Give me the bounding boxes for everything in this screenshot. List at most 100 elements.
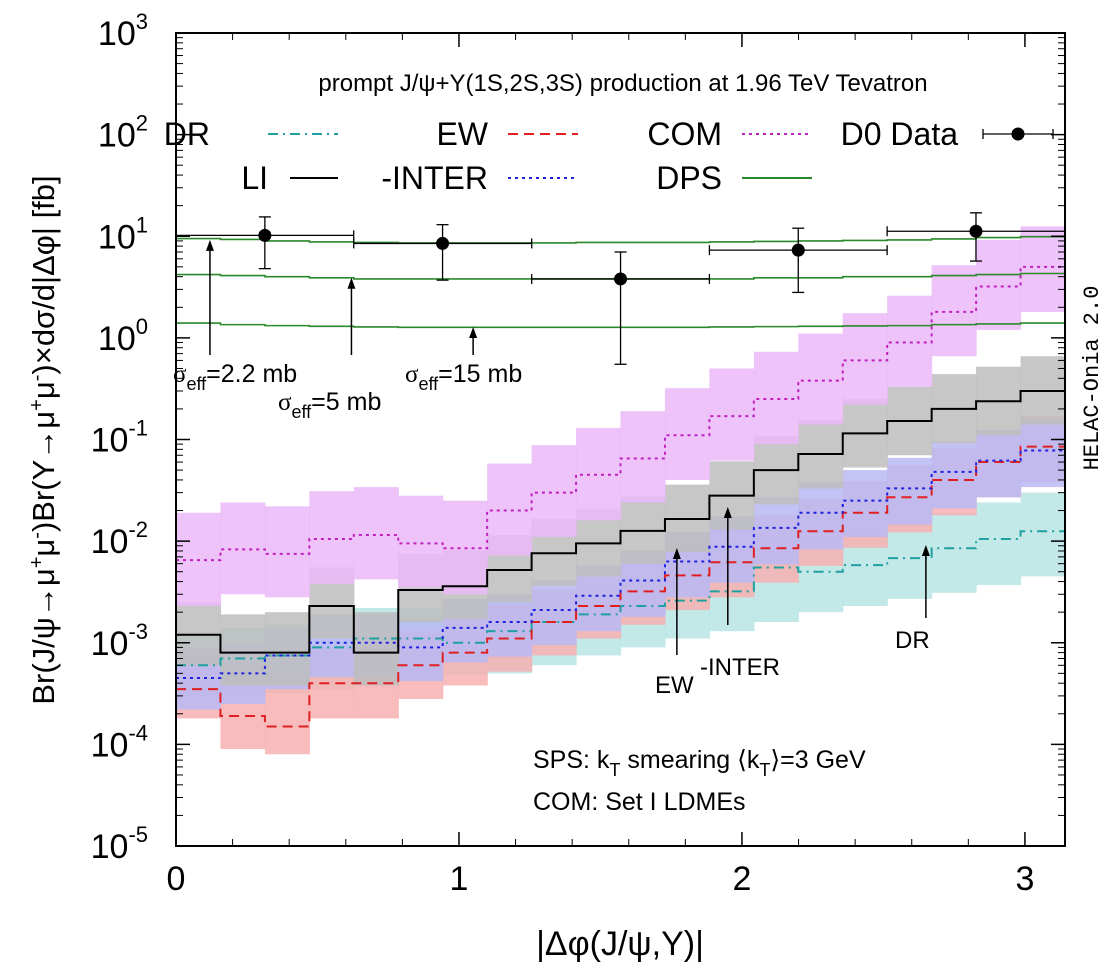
band-com-bin: [309, 491, 355, 584]
d0-data-point: [353, 224, 533, 281]
y-tick-label: 103: [98, 9, 148, 53]
annot-sigma-2.2: σeff=2.2 mb: [173, 360, 297, 394]
arrow-head: [469, 326, 478, 338]
legend-entry-dps: DPS: [656, 160, 812, 196]
band-inter-bin: [931, 441, 977, 509]
band-dr-bin: [1020, 492, 1066, 577]
d0-marker: [969, 224, 983, 238]
legend-entry-li: LI: [241, 160, 338, 196]
d0-data-point: [531, 251, 711, 365]
band-li-bin: [220, 614, 266, 686]
band-inter-bin: [487, 594, 533, 657]
band-com-bin: [709, 368, 755, 461]
x-axis-label: |Δφ(J/ψ,Υ)|: [536, 925, 704, 963]
arrow-head: [723, 507, 732, 518]
band-li-bin: [353, 612, 399, 686]
d0-marker: [436, 236, 450, 250]
band-inter-bin: [531, 580, 577, 646]
y-tick-label: 10-4: [91, 720, 148, 764]
annot-sigma-15: σeff=15 mb: [405, 360, 522, 394]
legend-marker: [1011, 127, 1025, 141]
band-com-bin: [620, 411, 666, 503]
annot-sigma-5: σeff=5 mb: [278, 388, 381, 422]
legend-label: LI: [241, 160, 268, 196]
annot-inter: -INTER: [700, 654, 780, 681]
band-com-bin: [664, 388, 710, 480]
band-inter-bin: [842, 470, 888, 537]
x-tick-label: 2: [732, 860, 751, 898]
band-com-bin: [353, 487, 399, 580]
band-com-bin: [887, 295, 933, 387]
legend-entry-ew: EW: [436, 116, 578, 152]
legend-label: DR: [164, 116, 210, 152]
legend-label: EW: [436, 116, 488, 152]
band-dr-bin: [887, 523, 933, 599]
band-inter-bin: [887, 457, 933, 525]
legend-label: COM: [647, 116, 722, 152]
band-com-bin: [531, 445, 577, 537]
d0-data-point: [708, 227, 888, 294]
band-com-bin: [931, 265, 977, 357]
band-com-bin: [753, 351, 799, 445]
axis-ticks: [175, 32, 1065, 847]
band-com-bin: [842, 313, 888, 405]
d0-data-point: [175, 216, 355, 270]
band-com-bin: [264, 506, 310, 598]
band-com-bin: [976, 239, 1022, 330]
d0-marker: [258, 228, 272, 242]
side-label: HELAC-Onia 2.0: [1080, 286, 1103, 471]
band-com-bin: [1020, 226, 1066, 312]
chart-texts: 0 1 2 3 10-5 10-4 10-3 10-2 10-1 100 101 102 103 |Δφ(…: [26, 9, 1103, 963]
y-tick-label: 10-1: [91, 416, 148, 460]
band-inter-bin: [798, 482, 844, 550]
series-inter-line: [176, 449, 1065, 679]
y-tick-label: 102: [98, 111, 148, 155]
annot-ew: EW: [655, 672, 694, 699]
band-com-bin: [398, 495, 444, 588]
legend-entry-com: COM: [647, 116, 812, 152]
d0-data-point: [886, 212, 1066, 262]
band-inter-bin: [398, 619, 444, 682]
info-line-2: COM: Set I LDMEs: [533, 788, 746, 816]
series-dps-line-3: [176, 322, 1065, 329]
series-dr-line: [176, 530, 1065, 667]
y-tick-label: 100: [98, 314, 148, 358]
arrow-head: [672, 548, 681, 559]
band-com-bin: [487, 463, 533, 556]
legend-label: -INTER: [381, 160, 488, 196]
legend-label: D0 Data: [841, 116, 959, 152]
band-inter-bin: [976, 430, 1022, 498]
arrow-sigma-2.2: [205, 239, 214, 355]
legend-entry-dr: DR: [164, 116, 338, 152]
arrow-inter: [723, 507, 732, 625]
band-dr-bin: [931, 512, 977, 593]
y-tick-label: 10-5: [91, 822, 148, 866]
x-tick-label: 1: [450, 860, 469, 898]
y-tick-label: 10-2: [91, 517, 148, 561]
legend-entry-inter: -INTER: [381, 160, 578, 196]
band-li-bin: [264, 612, 310, 686]
chart-title: prompt J/ψ+Υ(1S,2S,3S) production at 1.9…: [318, 70, 927, 97]
band-inter-bin: [1020, 418, 1066, 488]
arrow-head: [921, 545, 930, 556]
legend-entry-d0: D0 Data: [841, 116, 1054, 152]
arrow-ew: [672, 548, 681, 655]
arrow-sigma-15: [469, 326, 478, 355]
x-tick-label: 0: [167, 860, 186, 898]
band-inter-bin: [753, 497, 799, 565]
arrow-dr: [921, 545, 930, 618]
arrow-head: [205, 239, 214, 251]
y-tick-label: 101: [98, 212, 148, 256]
band-com-bin: [576, 427, 622, 521]
y-tick-label: 10-3: [91, 619, 148, 663]
x-tick-label: 3: [1015, 860, 1034, 898]
d0-marker: [791, 243, 805, 257]
info-line-1: SPS: kT smearing ⟨kT⟩=3 GeV: [533, 746, 866, 780]
band-com-bin: [798, 333, 844, 425]
series-li-line: [176, 390, 1065, 654]
annot-dr: DR: [895, 627, 930, 654]
band-dr-bin: [976, 502, 1022, 586]
d0-marker: [614, 272, 628, 286]
